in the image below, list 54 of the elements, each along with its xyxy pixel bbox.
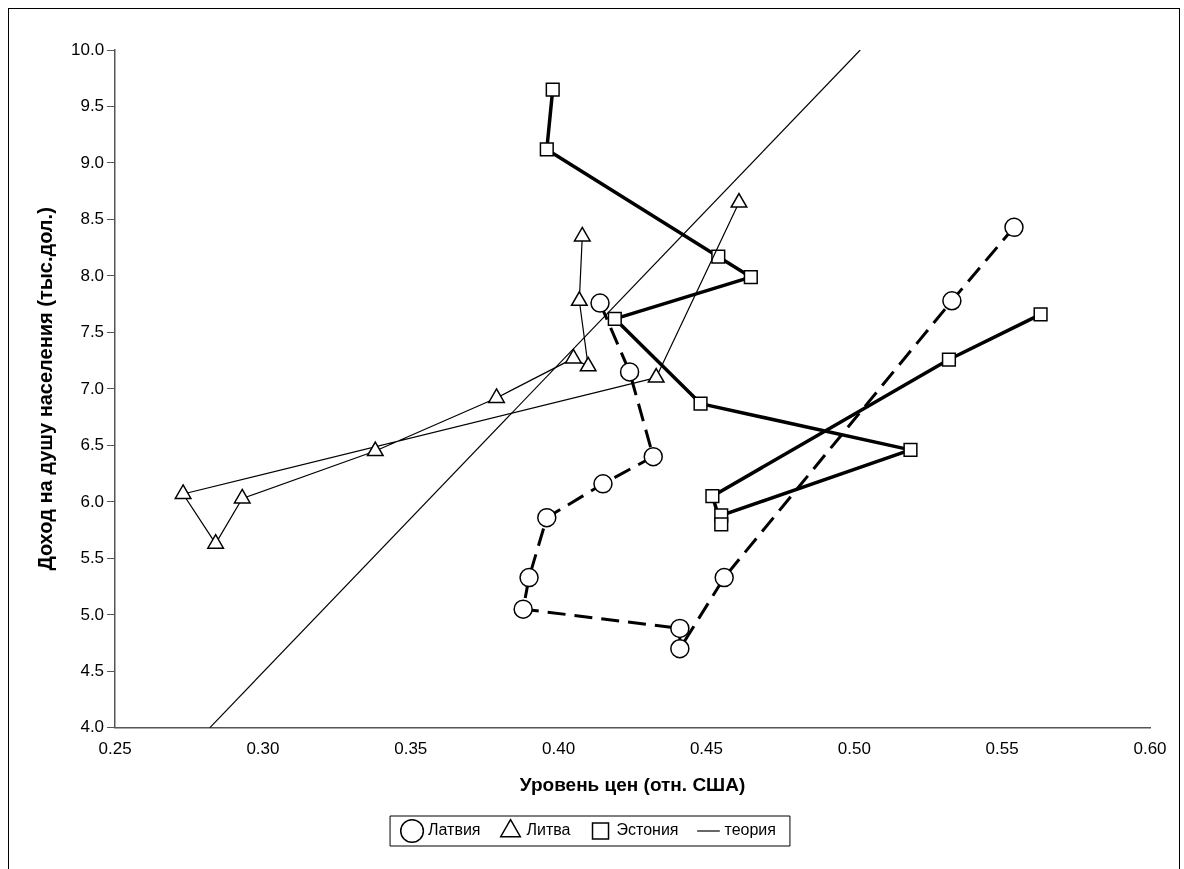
y-tick-label: 5.5 bbox=[80, 548, 105, 568]
y-tick-label: 5.0 bbox=[80, 604, 105, 624]
point bbox=[705, 489, 720, 504]
point bbox=[643, 446, 663, 467]
point bbox=[607, 311, 622, 326]
point bbox=[1004, 217, 1024, 238]
point bbox=[941, 352, 957, 367]
y-tick-label: 4.0 bbox=[80, 717, 105, 737]
x-tick-label: 0.50 bbox=[837, 738, 871, 758]
point bbox=[743, 269, 758, 285]
y-tick-label: 7.5 bbox=[80, 322, 105, 342]
y-tick-label: 10.0 bbox=[70, 39, 105, 59]
x-tick-label: 0.55 bbox=[985, 738, 1019, 758]
point bbox=[513, 599, 533, 619]
point bbox=[711, 249, 726, 264]
y-axis-title: Доход на душу населения (тыс.дол.) bbox=[33, 207, 56, 571]
y-tick-label: 6.5 bbox=[80, 435, 105, 455]
point bbox=[366, 441, 384, 457]
legend-label: Эстония bbox=[616, 821, 679, 839]
x-tick-label: 0.40 bbox=[542, 738, 576, 758]
point bbox=[590, 293, 610, 313]
point bbox=[487, 388, 506, 404]
point bbox=[570, 291, 588, 307]
y-tick-label: 9.0 bbox=[80, 152, 105, 172]
x-tick-label: 0.35 bbox=[394, 738, 428, 758]
legend-label: теория bbox=[724, 821, 776, 839]
y-tick-label: 8.5 bbox=[80, 209, 105, 229]
point bbox=[519, 567, 539, 588]
point bbox=[714, 567, 734, 588]
point bbox=[942, 291, 962, 311]
point bbox=[539, 142, 554, 157]
y-tick-label: 7.0 bbox=[80, 378, 105, 398]
point bbox=[174, 484, 192, 500]
legend-label: Латвия bbox=[428, 821, 481, 839]
point bbox=[670, 618, 690, 639]
point bbox=[903, 442, 918, 458]
x-tick-label: 0.45 bbox=[689, 738, 724, 758]
point bbox=[545, 82, 560, 97]
point bbox=[670, 638, 690, 659]
y-tick-label: 6.0 bbox=[80, 491, 105, 511]
legend-label: Литва bbox=[526, 821, 571, 839]
x-axis-title: Уровень цен (отн. США) bbox=[519, 773, 746, 795]
point bbox=[714, 517, 729, 532]
point bbox=[537, 507, 557, 528]
x-tick-label: 0.25 bbox=[98, 738, 132, 758]
x-tick-label: 0.30 bbox=[246, 738, 280, 758]
point bbox=[1033, 307, 1048, 322]
point bbox=[593, 474, 613, 494]
x-tick-label: 0.60 bbox=[1133, 738, 1167, 758]
y-tick-label: 8.0 bbox=[80, 265, 105, 285]
y-tick-label: 9.5 bbox=[80, 96, 105, 116]
y-tick-label: 4.5 bbox=[80, 661, 105, 680]
point bbox=[693, 396, 708, 411]
point bbox=[619, 362, 640, 382]
